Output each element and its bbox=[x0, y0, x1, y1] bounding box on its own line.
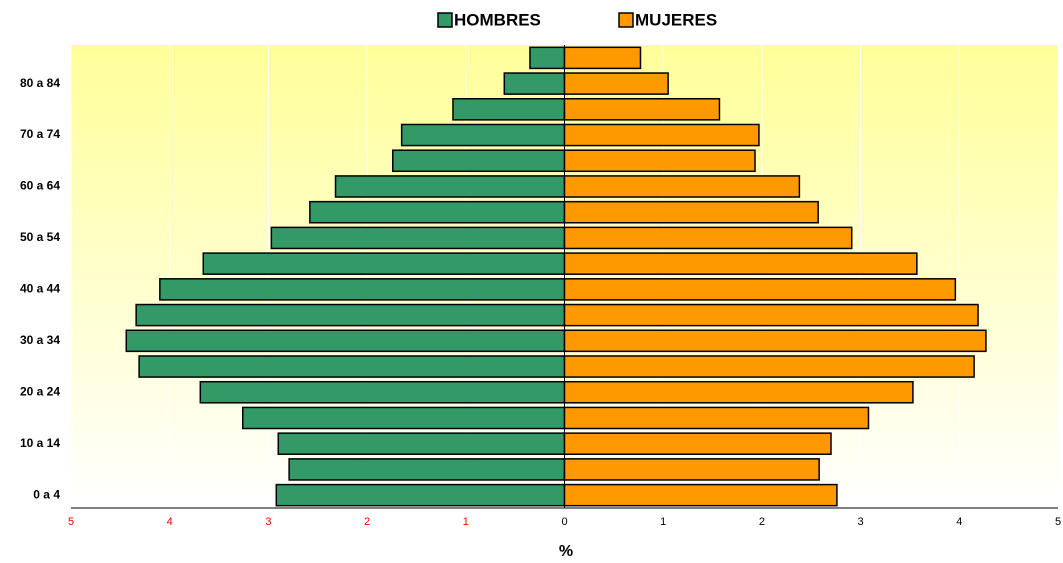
x-tick-label: 2 bbox=[759, 516, 765, 528]
bar bbox=[159, 278, 566, 301]
bar bbox=[563, 123, 760, 147]
bar bbox=[563, 329, 987, 353]
bar bbox=[288, 458, 566, 481]
x-tick-label: 4 bbox=[167, 516, 173, 528]
bar bbox=[199, 380, 566, 404]
y-tick-label: 80 a 84 bbox=[20, 76, 60, 90]
bar bbox=[563, 72, 669, 95]
y-tick-label: 40 a 44 bbox=[20, 282, 60, 296]
x-tick-label: 3 bbox=[265, 516, 271, 528]
y-tick-label: 70 a 74 bbox=[20, 127, 60, 141]
bar bbox=[135, 303, 566, 327]
bar bbox=[400, 123, 566, 147]
x-tick-label: 3 bbox=[858, 516, 864, 528]
bar bbox=[563, 432, 832, 455]
bar bbox=[563, 380, 914, 404]
x-tick-label: 5 bbox=[1055, 516, 1061, 528]
bar bbox=[563, 175, 801, 198]
legend-label: MUJERES bbox=[635, 10, 717, 29]
legend-swatch bbox=[618, 12, 634, 28]
bar bbox=[270, 226, 566, 250]
bar bbox=[563, 252, 918, 275]
x-tick-label: 1 bbox=[463, 516, 469, 528]
bar bbox=[563, 200, 819, 224]
bar bbox=[563, 149, 756, 173]
x-tick-label: 1 bbox=[660, 516, 666, 528]
bar bbox=[563, 406, 870, 430]
bar bbox=[563, 98, 721, 121]
bar bbox=[309, 200, 566, 224]
bar bbox=[392, 149, 566, 173]
bar bbox=[277, 432, 566, 455]
bar bbox=[138, 355, 566, 378]
bar bbox=[563, 483, 838, 507]
legend-label: HOMBRES bbox=[454, 10, 541, 29]
bar bbox=[275, 483, 566, 507]
bar bbox=[563, 458, 820, 481]
x-axis-label: % bbox=[559, 543, 573, 560]
x-tick-label: 5 bbox=[68, 516, 74, 528]
y-tick-label: 30 a 34 bbox=[20, 333, 60, 347]
y-tick-label: 50 a 54 bbox=[20, 230, 60, 244]
bar bbox=[334, 175, 566, 198]
bar bbox=[452, 98, 566, 121]
bar bbox=[503, 72, 566, 95]
bar bbox=[202, 252, 566, 275]
y-tick-label: 10 a 14 bbox=[20, 436, 60, 450]
bar bbox=[563, 303, 979, 327]
legend-swatch bbox=[437, 12, 453, 28]
x-tick-label: 2 bbox=[364, 516, 370, 528]
bar bbox=[563, 278, 957, 301]
x-tick-label: 4 bbox=[956, 516, 962, 528]
bar bbox=[563, 46, 642, 70]
y-tick-label: 0 a 4 bbox=[33, 487, 60, 501]
bar bbox=[563, 355, 975, 378]
y-tick-label: 20 a 24 bbox=[20, 384, 60, 398]
y-tick-label: 60 a 64 bbox=[20, 179, 60, 193]
x-tick-label: 0 bbox=[561, 516, 567, 528]
bar bbox=[241, 406, 566, 430]
bar bbox=[529, 46, 566, 70]
bar bbox=[563, 226, 853, 250]
bar bbox=[125, 329, 566, 353]
